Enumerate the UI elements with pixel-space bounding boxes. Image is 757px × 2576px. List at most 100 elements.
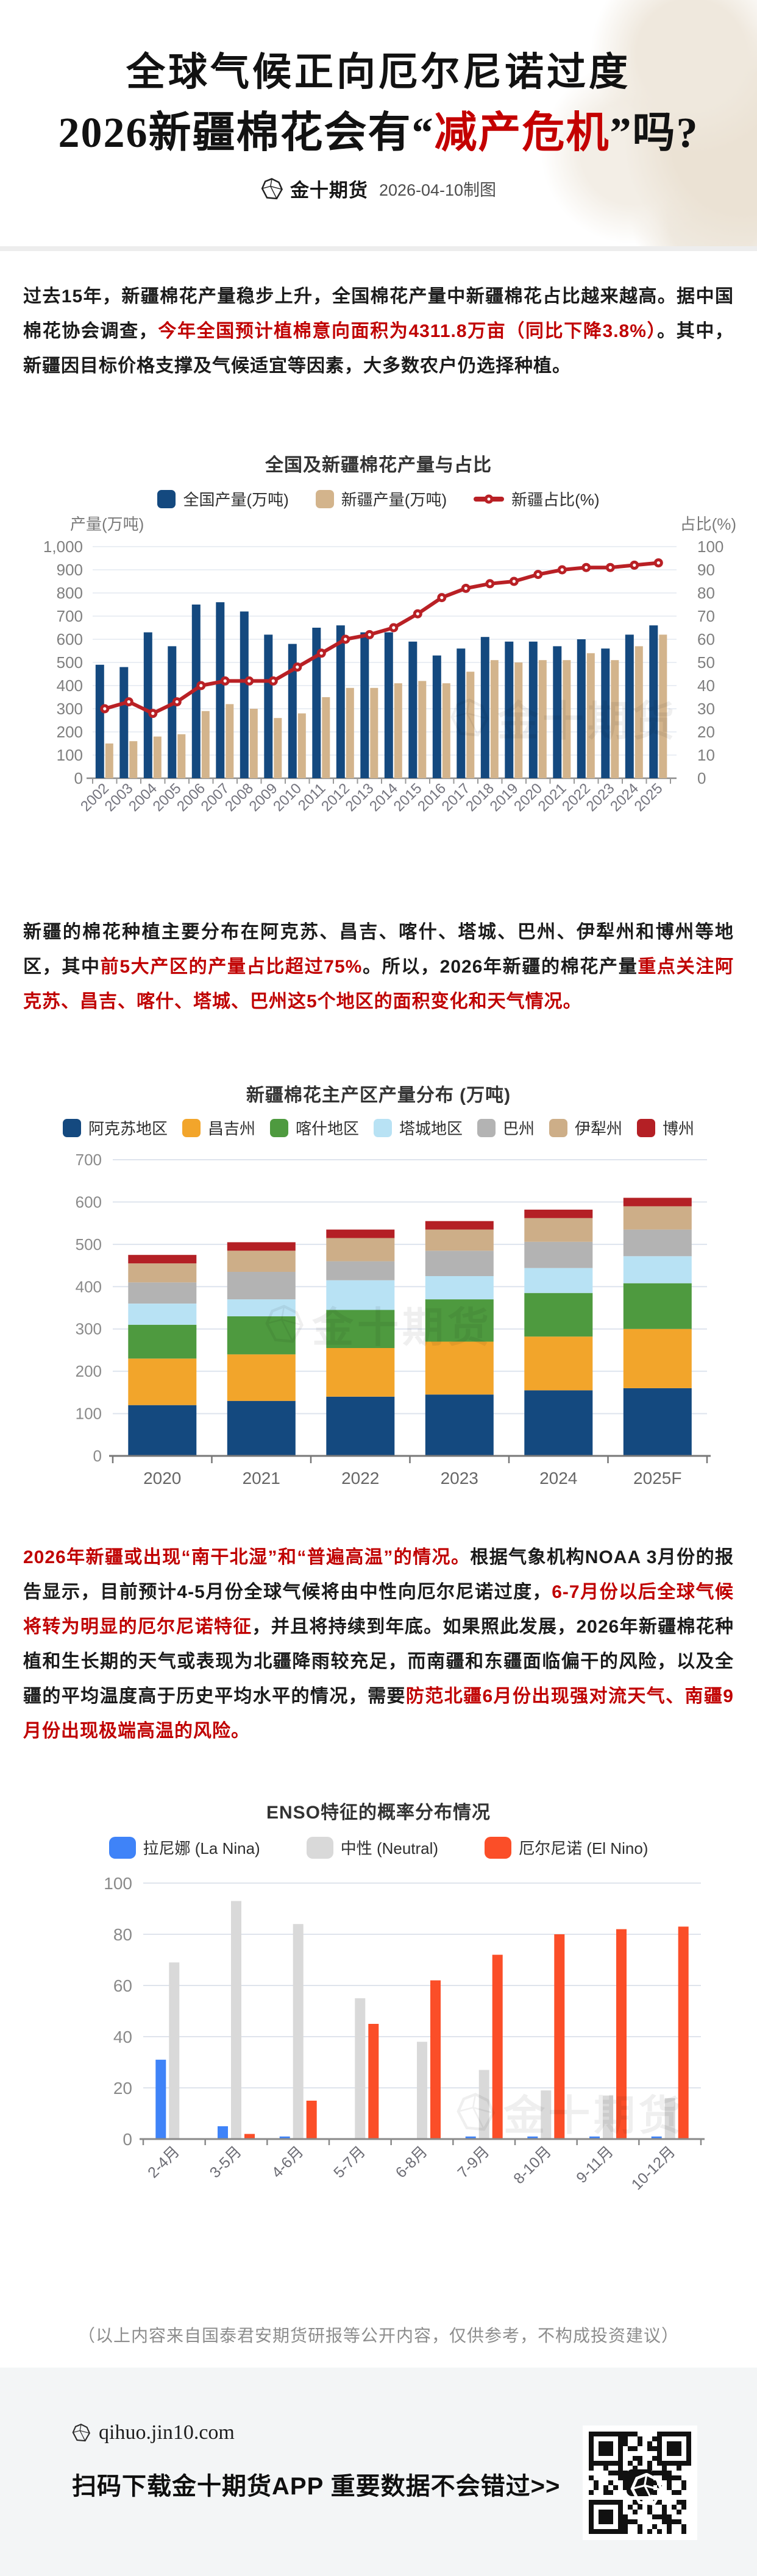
legend-label: 新疆占比(%) [511, 491, 600, 509]
svg-text:700: 700 [76, 1151, 102, 1169]
legend-swatch [108, 1836, 136, 1859]
svg-text:200: 200 [57, 723, 83, 741]
body-text: 根据气象机构NOAA 3月份的报告显示，目前预计4-5月份全球气候将由中性向厄尔… [23, 1547, 734, 1602]
svg-text:2-4月: 2-4月 [144, 2143, 183, 2181]
highlighted-text: 2026年新疆或出现“南干北湿”和“普遍高温”的情况。 [23, 1547, 471, 1567]
svg-text:1,000: 1,000 [43, 538, 83, 556]
legend-item: 塔城地区 [373, 1116, 463, 1139]
svg-text:0: 0 [697, 769, 706, 787]
disclaimer-block: （以上内容来自国泰君安期货研报等公开内容，仅供参考，不构成投资建议） [0, 2234, 757, 2368]
legend-item: 新疆占比(%) [474, 488, 600, 510]
svg-text:500: 500 [57, 653, 83, 672]
legend-item: 阿克苏地区 [62, 1116, 168, 1139]
legend-item: 喀什地区 [269, 1116, 359, 1139]
svg-text:2022: 2022 [341, 1469, 379, 1488]
legend-swatch [269, 1118, 288, 1137]
chart3-legend: 拉尼娜 (La Nina) 中性 (Neutral) 厄尔尼诺 (El Nino) [0, 1836, 757, 1859]
legend-item: 全国产量(万吨) [157, 488, 289, 510]
svg-text:2021: 2021 [243, 1469, 280, 1488]
legend-swatch [549, 1118, 568, 1137]
body-text: 。所以，2026年新疆的棉花产量 [362, 957, 638, 977]
site-url-link[interactable]: qihuo.jin10.com [99, 2421, 235, 2444]
title-line2-highlight: 减产危机 [434, 110, 610, 157]
svg-text:100: 100 [104, 1874, 132, 1893]
legend-label: 巴州 [503, 1119, 535, 1138]
legend-label: 昌吉州 [207, 1119, 255, 1138]
highlighted-text: 今年全国预计植棉意向面积为4311.8万亩（同比下降3.8%） [158, 321, 658, 341]
legend-label: 全国产量(万吨) [183, 491, 289, 509]
grouped-bar-chart: 0 20 40 60 80 100 2-4月 3-5月 4-6月 5-7月 6-8月 7-9月 8-10… [104, 1874, 705, 2193]
legend-swatch [306, 1836, 333, 1859]
footer-gem-icon [72, 2424, 90, 2442]
svg-text:10: 10 [697, 746, 715, 764]
title-line2-suffix: ”吗? [610, 110, 699, 157]
svg-text:300: 300 [76, 1320, 102, 1338]
download-app-cta[interactable]: 扫码下载金十期货APP 重要数据不会错过>> [72, 2473, 561, 2500]
paragraph-2: 新疆的棉花种植主要分布在阿克苏、昌吉、喀什、塔城、巴州、伊犁州和博州等地区，其中… [0, 915, 757, 1019]
body-text: 。其中，新疆因目标价格支撑及气候适宜等因素，大多数农户仍选择种植。 [23, 321, 734, 376]
qr-code-image [589, 2432, 691, 2534]
svg-text:40: 40 [697, 676, 715, 695]
highlighted-text: 重点关注阿克苏、昌吉、喀什、塔城、巴州这5个地区的面积变化和天气情况。 [23, 957, 734, 1012]
gem-icon [261, 177, 283, 200]
chart3-canvas: 0 20 40 60 80 100 2-4月 3-5月 4-6月 5-7月 6-8月 7-9月 8-10… [0, 1859, 757, 2227]
legend-label: 喀什地区 [295, 1119, 359, 1138]
gem-icon [630, 2473, 663, 2506]
chart1-canvas: 产量(万吨) 占比(%) 0 0 100 10 200 20 300 30 400 40 500 50 60… [0, 510, 757, 864]
chart1-title: 全国及新疆棉花产量与占比 [265, 455, 492, 475]
svg-text:200: 200 [76, 1362, 102, 1380]
svg-text:7-9月: 7-9月 [454, 2143, 492, 2181]
svg-text:0: 0 [74, 769, 83, 787]
svg-text:70: 70 [697, 607, 715, 625]
svg-text:100: 100 [57, 746, 83, 764]
legend-label: 阿克苏地区 [88, 1119, 168, 1138]
page-title-line2: 2026新疆棉花会有“减产危机”吗? [0, 110, 757, 157]
chart-section-region-distribution: 新疆棉花主产区产量分布 (万吨) 阿克苏地区 昌吉州 喀什地区 塔城地区 巴州 伊犁州 博州… [0, 1054, 757, 1508]
svg-text:30: 30 [697, 700, 715, 718]
legend-label: 新疆产量(万吨) [341, 491, 447, 509]
svg-text:60: 60 [697, 630, 715, 648]
svg-text:6-8月: 6-8月 [393, 2143, 431, 2181]
chart2-canvas-wrap: 0 100 200 300 400 500 600 700 2020 2021 2022 2023 20… [0, 1139, 757, 1508]
body-text: 新疆的棉花种植主要分布在阿克苏、昌吉、喀什、塔城、巴州、伊犁州和博州等地区，其中 [23, 922, 734, 977]
svg-text:60: 60 [113, 1976, 132, 1995]
svg-text:0: 0 [93, 1447, 102, 1465]
legend-item: 巴州 [477, 1116, 535, 1139]
svg-text:10-12月: 10-12月 [628, 2143, 679, 2193]
legend-swatch [315, 489, 334, 508]
stacked-bar-chart: 0 100 200 300 400 500 600 700 2020 2021 2022 2023 20… [76, 1151, 711, 1488]
legend-label: 拉尼娜 (La Nina) [143, 1839, 260, 1857]
disclaimer-text: （以上内容来自国泰君安期货研报等公开内容，仅供参考，不构成投资建议） [77, 2326, 679, 2345]
svg-text:50: 50 [697, 653, 715, 672]
svg-text:400: 400 [76, 1277, 102, 1296]
svg-text:20: 20 [697, 723, 715, 741]
legend-label: 博州 [663, 1119, 695, 1138]
legend-item: 昌吉州 [182, 1116, 255, 1139]
chart2-legend: 阿克苏地区 昌吉州 喀什地区 塔城地区 巴州 伊犁州 博州 [0, 1116, 757, 1139]
svg-text:40: 40 [113, 2028, 132, 2046]
chart2-canvas: 0 100 200 300 400 500 600 700 2020 2021 2022 2023 20… [0, 1139, 757, 1508]
legend-label: 中性 (Neutral) [340, 1839, 439, 1857]
legend-swatch [62, 1118, 81, 1137]
chart3-title: ENSO特征的概率分布情况 [266, 1803, 491, 1823]
svg-text:900: 900 [57, 561, 83, 579]
chart-section-enso-probability: ENSO特征的概率分布情况 拉尼娜 (La Nina) 中性 (Neutral) 厄… [0, 1789, 757, 2234]
byline: 金十期货 2026-04-10制图 [0, 175, 757, 202]
legend-item: 中性 (Neutral) [306, 1836, 439, 1859]
svg-text:占比(%): 占比(%) [680, 515, 736, 533]
svg-text:90: 90 [697, 561, 715, 579]
legend-swatch [182, 1118, 201, 1137]
highlighted-text: 防范北疆6月份出现强对流天气、南疆9月份出现极端高温的风险。 [23, 1686, 734, 1741]
svg-text:9-11月: 9-11月 [573, 2143, 617, 2187]
svg-text:300: 300 [57, 700, 83, 718]
legend-item: 博州 [637, 1116, 694, 1139]
svg-text:2023: 2023 [441, 1469, 478, 1488]
svg-text:4-6月: 4-6月 [268, 2143, 307, 2181]
paragraph-block-3: 2026年新疆或出现“南干北湿”和“普遍高温”的情况。根据气象机构NOAA 3月… [0, 1508, 757, 1789]
legend-item: 厄尔尼诺 (El Nino) [485, 1836, 648, 1859]
svg-text:800: 800 [57, 584, 83, 602]
footer: qihuo.jin10.com 扫码下载金十期货APP 重要数据不会错过>> [0, 2368, 757, 2576]
chart3-canvas-wrap: 0 20 40 60 80 100 2-4月 3-5月 4-6月 5-7月 6-8月 7-9月 8-10… [0, 1859, 757, 2227]
legend-label: 塔城地区 [399, 1119, 463, 1138]
